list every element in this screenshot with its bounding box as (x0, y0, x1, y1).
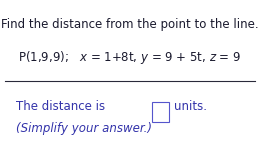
Text: P(1,9,9);   $x$ = 1+8t, $y$ = 9 + 5t, $z$ = 9: P(1,9,9); $x$ = 1+8t, $y$ = 9 + 5t, $z$ … (18, 49, 242, 66)
Text: Find the distance from the point to the line.: Find the distance from the point to the … (1, 18, 259, 31)
Text: units.: units. (174, 100, 207, 113)
Text: (Simplify your answer.): (Simplify your answer.) (16, 122, 152, 135)
Text: The distance is: The distance is (16, 100, 105, 113)
